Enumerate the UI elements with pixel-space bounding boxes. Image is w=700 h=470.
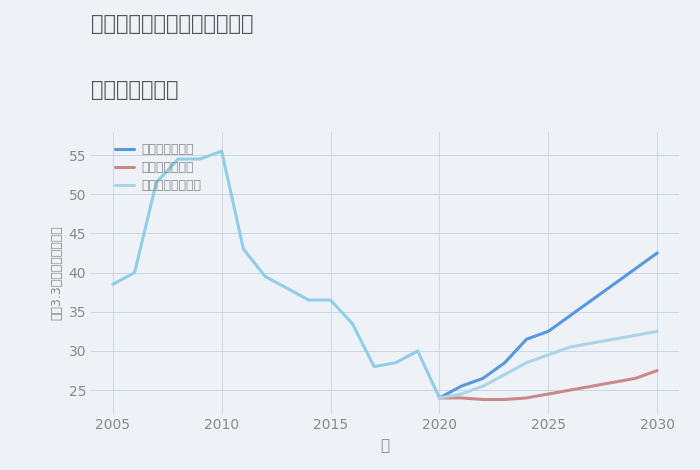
グッドシナリオ — [500, 360, 509, 366]
グッドシナリオ — [653, 250, 662, 256]
バッドシナリオ — [479, 397, 487, 402]
Line: グッドシナリオ: グッドシナリオ — [440, 253, 657, 398]
グッドシナリオ — [457, 384, 466, 389]
バッドシナリオ — [500, 397, 509, 402]
グッドシナリオ — [610, 282, 618, 287]
Legend: グッドシナリオ, バッドシナリオ, ノーマルシナリオ: グッドシナリオ, バッドシナリオ, ノーマルシナリオ — [115, 143, 201, 193]
グッドシナリオ — [522, 337, 531, 342]
Line: ノーマルシナリオ: ノーマルシナリオ — [440, 331, 657, 398]
ノーマルシナリオ — [631, 332, 640, 338]
グッドシナリオ — [435, 395, 444, 401]
バッドシナリオ — [566, 387, 574, 393]
ノーマルシナリオ — [479, 384, 487, 389]
バッドシナリオ — [631, 376, 640, 381]
バッドシナリオ — [544, 391, 552, 397]
グッドシナリオ — [544, 329, 552, 334]
グッドシナリオ — [631, 266, 640, 272]
ノーマルシナリオ — [566, 344, 574, 350]
グッドシナリオ — [566, 313, 574, 319]
ノーマルシナリオ — [457, 391, 466, 397]
ノーマルシナリオ — [500, 372, 509, 377]
ノーマルシナリオ — [610, 337, 618, 342]
グッドシナリオ — [588, 297, 596, 303]
グッドシナリオ — [479, 376, 487, 381]
ノーマルシナリオ — [435, 395, 444, 401]
Text: 土地の価格推移: 土地の価格推移 — [91, 80, 178, 100]
ノーマルシナリオ — [522, 360, 531, 366]
バッドシナリオ — [435, 395, 444, 401]
Line: バッドシナリオ: バッドシナリオ — [440, 370, 657, 400]
バッドシナリオ — [522, 395, 531, 401]
ノーマルシナリオ — [544, 352, 552, 358]
Text: 埼玉県児玉郡神川町中新里の: 埼玉県児玉郡神川町中新里の — [91, 14, 253, 34]
ノーマルシナリオ — [653, 329, 662, 334]
バッドシナリオ — [653, 368, 662, 373]
X-axis label: 年: 年 — [380, 438, 390, 453]
バッドシナリオ — [610, 379, 618, 385]
ノーマルシナリオ — [588, 340, 596, 346]
バッドシナリオ — [588, 384, 596, 389]
バッドシナリオ — [457, 395, 466, 401]
Y-axis label: 平（3.3㎡）単価（万円）: 平（3.3㎡）単価（万円） — [50, 225, 63, 320]
